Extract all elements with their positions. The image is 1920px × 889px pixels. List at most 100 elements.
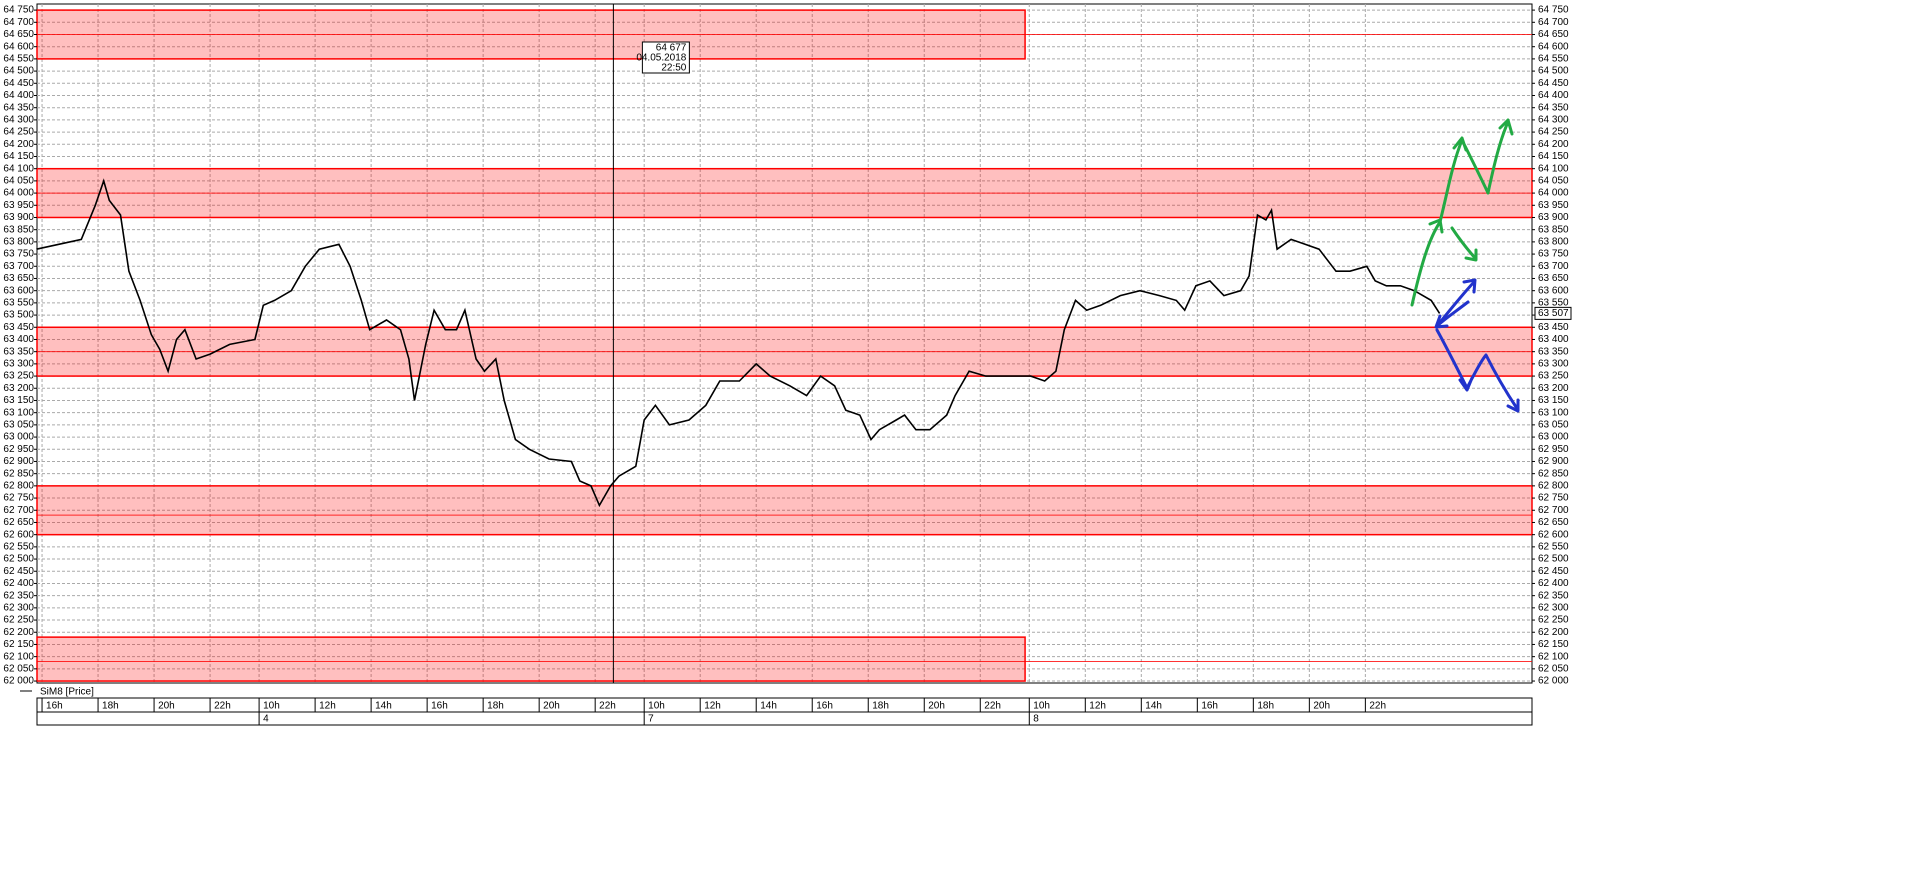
y-tick-label: 63 750 [3, 249, 34, 260]
y-tick-label: 64 400 [1538, 90, 1569, 101]
y-tick-label: 64 750 [3, 5, 34, 16]
y-tick-label: 62 900 [1538, 456, 1569, 467]
y-tick-label: 62 750 [1538, 493, 1569, 504]
y-tick-label: 62 250 [1538, 615, 1569, 626]
y-tick-label: 63 450 [1538, 322, 1569, 333]
x-tick-label: 16h [431, 701, 448, 712]
y-tick-label: 63 850 [3, 224, 34, 235]
y-tick-label: 64 700 [1538, 17, 1569, 28]
y-tick-label: 64 550 [1538, 54, 1569, 65]
y-tick-label: 62 400 [3, 578, 34, 589]
y-tick-label: 62 550 [3, 541, 34, 552]
y-tick-label: 63 400 [3, 334, 34, 345]
y-tick-label: 64 150 [3, 151, 34, 162]
x-tick-label: 12h [704, 701, 721, 712]
legend-label: SiM8 [Price] [40, 687, 94, 698]
y-tick-label: 62 200 [3, 627, 34, 638]
y-tick-label: 63 400 [1538, 334, 1569, 345]
y-tick-label: 63 350 [3, 346, 34, 357]
y-tick-label: 63 000 [1538, 432, 1569, 443]
y-tick-label: 63 850 [1538, 224, 1569, 235]
plot-frame [36, 3, 1533, 684]
y-tick-label: 63 650 [1538, 273, 1569, 284]
y-tick-label: 62 450 [3, 566, 34, 577]
y-tick-label: 64 600 [3, 41, 34, 52]
y-tick-label: 62 750 [3, 493, 34, 504]
day-label: 4 [263, 714, 269, 725]
y-tick-label: 62 500 [1538, 554, 1569, 565]
y-tick-label: 63 350 [1538, 346, 1569, 357]
day-label: 8 [1033, 714, 1039, 725]
y-tick-label: 63 600 [1538, 285, 1569, 296]
y-tick-label: 62 800 [1538, 481, 1569, 492]
y-tick-label: 62 300 [1538, 602, 1569, 613]
y-tick-label: 62 000 [3, 676, 34, 687]
zone [36, 485, 1533, 536]
green-arrow [1450, 226, 1478, 262]
y-tick-label: 62 950 [1538, 444, 1569, 455]
y-tick-label: 62 550 [1538, 541, 1569, 552]
y-tick-label: 63 250 [3, 371, 34, 382]
x-tick-label: 20h [543, 701, 560, 712]
y-tick-label: 63 050 [3, 420, 34, 431]
y-tick-label: 62 600 [3, 529, 34, 540]
last-price-box [1534, 306, 1572, 320]
y-tick-label: 62 800 [3, 481, 34, 492]
x-tick-label: 18h [487, 701, 504, 712]
x-tick-label: 18h [102, 701, 119, 712]
x-tick-label: 16h [46, 701, 63, 712]
y-tick-label: 64 450 [3, 78, 34, 89]
y-tick-label: 64 050 [1538, 176, 1569, 187]
y-tick-label: 64 200 [1538, 139, 1569, 150]
y-tick-label: 64 250 [1538, 127, 1569, 138]
y-tick-label: 62 150 [3, 639, 34, 650]
x-tick-label: 10h [648, 701, 665, 712]
y-tick-label: 63 450 [3, 322, 34, 333]
y-tick-label: 64 600 [1538, 41, 1569, 52]
y-tick-label: 64 450 [1538, 78, 1569, 89]
day-label: 7 [648, 714, 654, 725]
tooltip-date: 04.05.2018 [636, 53, 686, 64]
y-tick-label: 62 300 [3, 602, 34, 613]
last-price-label: 63 507 [1538, 308, 1569, 319]
x-tick-label: 14h [760, 701, 777, 712]
y-tick-label: 62 050 [1538, 663, 1569, 674]
y-tick-label: 63 550 [1538, 298, 1569, 309]
x-tick-label: 22h [1369, 701, 1386, 712]
y-tick-label: 63 950 [1538, 200, 1569, 211]
x-tick-label: 20h [928, 701, 945, 712]
y-tick-label: 62 450 [1538, 566, 1569, 577]
y-tick-label: 64 400 [3, 90, 34, 101]
price-line [36, 178, 1441, 508]
y-tick-label: 63 100 [1538, 407, 1569, 418]
y-tick-label: 64 150 [1538, 151, 1569, 162]
y-tick-label: 64 100 [3, 163, 34, 174]
y-tick-label: 62 650 [1538, 517, 1569, 528]
y-tick-label: 64 650 [1538, 29, 1569, 40]
hand-drawn-arrows [1410, 118, 1520, 413]
x-tick-label: 10h [1033, 701, 1050, 712]
x-tick-label: 18h [872, 701, 889, 712]
y-tick-label: 62 200 [1538, 627, 1569, 638]
y-tick-label: 62 100 [3, 651, 34, 662]
y-tick-label: 63 000 [3, 432, 34, 443]
y-tick-label: 64 750 [1538, 5, 1569, 16]
y-tick-label: 63 500 [3, 310, 34, 321]
y-tick-label: 62 600 [1538, 529, 1569, 540]
y-tick-label: 64 300 [1538, 115, 1569, 126]
y-tick-label: 63 800 [1538, 237, 1569, 248]
green-arrow [1438, 118, 1514, 224]
y-tick-label: 62 250 [3, 615, 34, 626]
y-tick-label: 62 350 [1538, 590, 1569, 601]
x-tick-label: 22h [214, 701, 231, 712]
y-tick-label: 64 650 [3, 29, 34, 40]
y-tick-label: 63 200 [1538, 383, 1569, 394]
y-tick-label: 64 200 [3, 139, 34, 150]
y-tick-label: 63 300 [1538, 359, 1569, 370]
y-tick-label: 62 700 [3, 505, 34, 516]
x-tick-label: 12h [1089, 701, 1106, 712]
x-tick-label: 20h [158, 701, 175, 712]
y-tick-label: 64 250 [3, 127, 34, 138]
y-tick-label: 64 300 [3, 115, 34, 126]
